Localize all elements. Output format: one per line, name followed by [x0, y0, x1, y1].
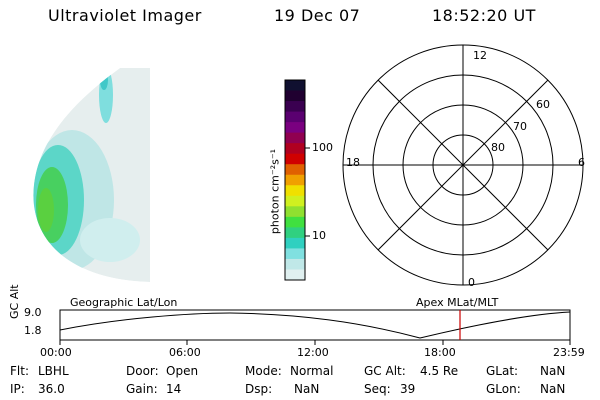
colorbar-segment	[285, 101, 305, 113]
mode-label: Mode:	[245, 364, 282, 378]
glat-value: NaN	[540, 364, 566, 378]
flt-value: LBHL	[38, 364, 69, 378]
glon-label: GLon:	[486, 382, 521, 396]
dsp-label: Dsp:	[245, 382, 273, 396]
mlt-label-18: 18	[346, 156, 360, 169]
timeline-x-tick-1200: 12:00	[297, 346, 329, 359]
mlt-label-12: 12	[473, 49, 487, 62]
dsp-value: NaN	[294, 382, 320, 396]
timeline-plot	[59, 309, 571, 345]
colorbar-frame	[284, 79, 306, 281]
timeline-x-tick-2359: 23:59	[553, 346, 585, 359]
timeline-left-label: Geographic Lat/Lon	[70, 296, 178, 309]
flt-label: Flt:	[10, 364, 29, 378]
image-date: 19 Dec 07	[274, 6, 361, 25]
colorbar-segment	[285, 227, 305, 239]
colorbar-segment	[285, 164, 305, 176]
altitude-curve	[59, 311, 571, 339]
colorbar-segment	[285, 174, 305, 186]
ip-value: 36.0	[38, 382, 65, 396]
colorbar-segment	[285, 185, 305, 197]
gcalt-value: 4.5 Re	[420, 364, 459, 378]
colorbar-segment	[285, 122, 305, 134]
timeline-y-tick-high: 9.0	[24, 306, 42, 319]
colorbar-segment	[285, 216, 305, 228]
colorbar-segment	[285, 195, 305, 207]
timeline-x-tick-0600: 06:00	[169, 346, 201, 359]
mlt-label-6: 6	[578, 156, 585, 169]
gcalt-label: GC Alt:	[364, 364, 406, 378]
glon-value: NaN	[540, 382, 566, 396]
auroral-image	[33, 68, 150, 282]
colorbar-segment	[285, 248, 305, 260]
colorbar-segment	[285, 237, 305, 249]
gain-value: 14	[166, 382, 182, 396]
lat-label-60: 60	[536, 98, 550, 111]
colorbar-tick-label-100: 100	[312, 141, 333, 154]
gain-label: Gain:	[126, 382, 158, 396]
seq-label: Seq:	[364, 382, 391, 396]
timeline-x-tick-0000: 00:00	[40, 346, 72, 359]
colorbar-unit-label: photon cm⁻²s⁻¹	[268, 148, 282, 235]
lat-label-80: 80	[491, 141, 505, 154]
door-label: Door:	[126, 364, 159, 378]
colorbar-tick-label-10: 10	[312, 229, 326, 242]
mode-value: Normal	[290, 364, 334, 378]
colorbar-segment	[285, 143, 305, 155]
timeline-right-label: Apex MLat/MLT	[416, 296, 499, 309]
instrument-title: Ultraviolet Imager	[48, 6, 202, 25]
colorbar-segment	[285, 90, 305, 102]
colorbar-segment	[285, 80, 305, 92]
timeline-y-tick-low: 1.8	[24, 324, 42, 337]
colorbar-segment	[285, 153, 305, 165]
colorbar-segment	[285, 258, 305, 270]
seq-value: 39	[400, 382, 416, 396]
colorbar-segment	[285, 132, 305, 144]
timeline-y-label: GC Alt	[8, 284, 21, 319]
colorbar-segment	[285, 206, 305, 218]
door-value: Open	[166, 364, 199, 378]
glat-label: GLat:	[486, 364, 519, 378]
colorbar-segment	[285, 269, 305, 281]
image-time: 18:52:20 UT	[432, 6, 536, 25]
lat-label-70: 70	[513, 120, 527, 133]
colorbar	[285, 80, 305, 281]
timeline-x-tick-1800: 18:00	[424, 346, 456, 359]
mlt-label-0: 0	[468, 276, 475, 289]
colorbar-segment	[285, 111, 305, 123]
ip-label: IP:	[10, 382, 25, 396]
polar-grid	[342, 44, 584, 286]
